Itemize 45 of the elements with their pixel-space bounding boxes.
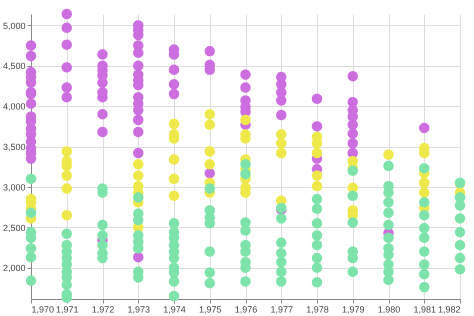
point [419, 187, 430, 198]
x-tick-label: 1,981 [413, 304, 436, 314]
x-tick-label: 1,980 [378, 304, 400, 314]
point [204, 146, 215, 157]
x-tick-label: 1,972 [92, 304, 114, 314]
point [62, 170, 72, 181]
point [240, 114, 251, 126]
y-tick-label: 2,500 [2, 222, 26, 233]
point [312, 148, 322, 158]
point [62, 210, 72, 220]
x-tick-label: 1,976 [234, 304, 258, 314]
x-tick-label: 1,971 [56, 304, 79, 314]
point [168, 154, 180, 165]
point [168, 190, 180, 202]
x-tick-label: 1,970 [32, 304, 54, 314]
point [62, 146, 72, 157]
y-tick-label: 3,500 [2, 142, 26, 152]
x-tick-label: 1,975 [198, 304, 222, 314]
point [168, 118, 180, 130]
point [204, 159, 215, 170]
y-tick-label: 4,000 [2, 102, 26, 112]
y-tick-label: 2,000 [2, 263, 26, 274]
y-tick-label: 5,000 [2, 20, 26, 31]
y-tick-label: 3,000 [2, 182, 26, 192]
point [133, 159, 144, 170]
point [276, 138, 286, 149]
point [276, 129, 286, 140]
x-tick-label: 1,977 [270, 304, 294, 314]
point [419, 178, 430, 188]
point [312, 180, 322, 192]
point [276, 148, 286, 158]
x-tick-label: 1,973 [127, 304, 150, 314]
point [312, 138, 322, 149]
point [62, 183, 72, 194]
x-tick-label: 1,979 [342, 304, 365, 314]
x-tick-label: 1,978 [306, 304, 329, 314]
point [383, 149, 394, 160]
point [204, 119, 215, 130]
x-tick-label: 1,982 [438, 304, 460, 314]
y-tick-label: 4,500 [2, 61, 26, 72]
point [204, 108, 215, 120]
point [133, 170, 144, 181]
point [168, 174, 180, 184]
point [312, 170, 322, 181]
x-tick-label: 1,974 [163, 304, 186, 314]
